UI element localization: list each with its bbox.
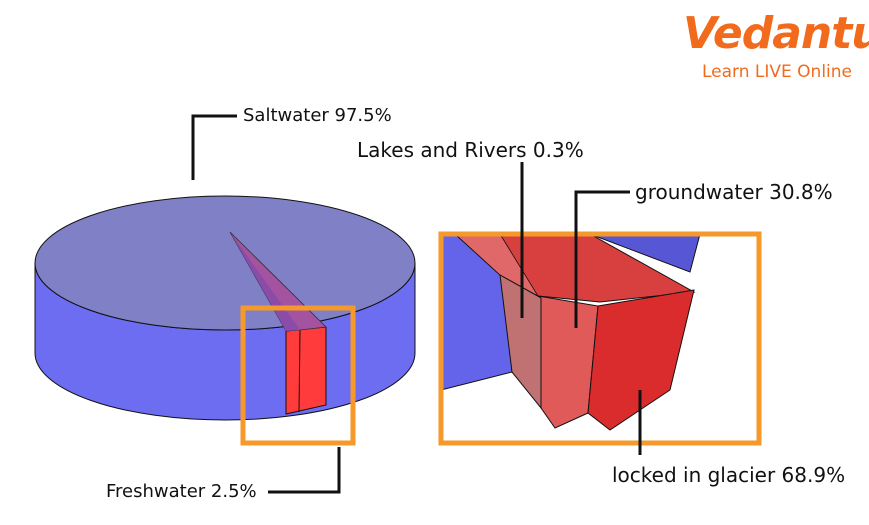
pie-side-freshwater xyxy=(285,326,327,415)
vedantu-logo: Vedantu xyxy=(683,8,869,59)
logo-tagline: Learn LIVE Online xyxy=(702,62,853,82)
label-saltwater: Saltwater 97.5% xyxy=(243,105,392,126)
zoom-highlight-box xyxy=(438,231,762,446)
groundwater-leader xyxy=(574,190,630,328)
pie-top-saltwater xyxy=(34,195,416,331)
label-lakes-rivers: Lakes and Rivers 0.3% xyxy=(357,138,584,162)
pie-highlight-box xyxy=(240,305,356,446)
water-pie-chart xyxy=(34,195,416,421)
freshwater-leader xyxy=(268,447,341,494)
saltwater-leader xyxy=(191,114,237,180)
leader-lines xyxy=(191,114,642,494)
freshwater-zoom-detail xyxy=(441,234,701,431)
label-freshwater: Freshwater 2.5% xyxy=(106,481,257,502)
label-groundwater: groundwater 30.8% xyxy=(635,180,833,204)
label-glacier: locked in glacier 68.9% xyxy=(612,463,846,487)
